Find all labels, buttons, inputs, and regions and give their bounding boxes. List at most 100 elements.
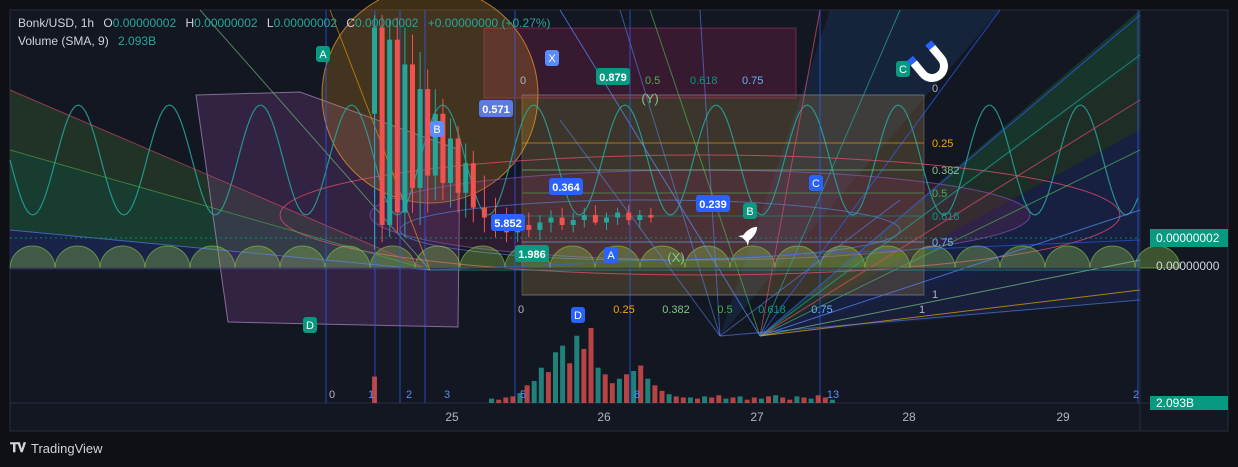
volume-bar [595, 367, 601, 403]
candle-body [402, 64, 408, 213]
fib-level-label: 0.25 [932, 138, 953, 150]
magnet-icon[interactable] [906, 40, 955, 88]
volume-bar [751, 397, 757, 403]
fib-level-label: 0 [520, 75, 526, 87]
volume-bar [730, 397, 736, 403]
value-badge-bg [479, 100, 513, 117]
volume-bar [822, 397, 828, 403]
candle-body [470, 163, 476, 208]
time-axis-pane [10, 403, 1228, 431]
legend-row-ohlc: Bonk/USD, 1h O0.00000002 H0.00000002 L0.… [18, 16, 551, 30]
volume-bar [737, 396, 743, 403]
volume-bar [553, 352, 558, 403]
fib-level-label: 0.618 [932, 211, 960, 223]
volume-bar [723, 398, 729, 403]
fib-level-label: 1 [932, 289, 938, 301]
volume-bar [372, 376, 377, 403]
fib-level-label: 0.25 [613, 304, 634, 316]
wave-label: B [433, 124, 440, 136]
wave-label-bg [316, 46, 330, 62]
volume-bar [702, 396, 708, 403]
volume-bar [808, 398, 814, 403]
volume-bar [624, 374, 629, 403]
volume-bar [560, 345, 566, 403]
value-badge-bg [515, 245, 549, 262]
candle-body [648, 215, 654, 218]
candle-body [410, 64, 415, 188]
fib-level-label: 0 [518, 304, 524, 316]
wave-label: B [746, 206, 753, 218]
volume-bar [766, 396, 771, 403]
candle-body [559, 217, 565, 225]
time-zone-label: 0 [329, 389, 335, 401]
volume-bar [815, 395, 821, 403]
value-badge: 0.239 [699, 199, 727, 211]
tradingview-brand[interactable]: 𝐓𝐕 TradingView [10, 441, 103, 456]
volume-bar [716, 395, 722, 403]
wave-label-bg [896, 61, 910, 77]
rocket-icon [737, 226, 758, 247]
high-label: H [185, 16, 195, 30]
time-zone-label: 1 [368, 389, 374, 401]
volume-bar [780, 397, 786, 403]
time-zone-label: 8 [634, 389, 640, 401]
x-tick-label: 29 [1056, 410, 1070, 424]
volume-bar [496, 399, 502, 403]
candle-body [440, 113, 446, 183]
candle-body [387, 39, 393, 225]
candle-body [394, 39, 400, 213]
volume-bar [574, 335, 580, 403]
value-badge: 0.571 [482, 104, 510, 116]
value-badge: 5.852 [494, 218, 522, 230]
volume-bar [666, 394, 672, 403]
brand-name: TradingView [31, 441, 103, 456]
candle-body [592, 215, 598, 223]
low-label: L [266, 16, 274, 30]
volume-bar [631, 371, 637, 403]
wave-label-bg [545, 50, 559, 66]
legend-row-volume: Volume (SMA, 9) 2.093B [18, 34, 551, 48]
volume-bar [695, 398, 700, 403]
wave-label: (Y) [641, 91, 658, 106]
fib-level-label: 0.5 [717, 304, 732, 316]
fib-level-label: 1 [919, 304, 925, 316]
volume-bar [787, 399, 793, 403]
open-value: 0.00000002 [112, 16, 177, 30]
value-badge-bg [491, 214, 525, 231]
x-tick-label: 26 [597, 410, 611, 424]
volume-bar [829, 399, 835, 403]
symbol-title[interactable]: Bonk/USD, 1h [18, 16, 95, 30]
reference-price-label: 0.00000000 [1156, 259, 1220, 273]
wave-label: A [319, 49, 327, 61]
tradingview-logo-icon: 𝐓𝐕 [10, 441, 26, 456]
candle-body [425, 89, 431, 176]
volume-bar [652, 385, 658, 403]
x-tick-label: 27 [750, 410, 764, 424]
value-badge: 1.986 [518, 249, 546, 261]
wave-label: A [607, 250, 615, 262]
time-zone-label: 13 [827, 389, 839, 401]
change-value: +0.00000000 (+0.27%) [427, 16, 551, 30]
volume-bar [510, 396, 516, 403]
time-zone-label: 2 [1133, 389, 1139, 401]
volume-value: 2.093B [118, 34, 157, 48]
fib-level-label: 0.5 [932, 188, 947, 200]
candle-body [626, 212, 632, 221]
volume-label[interactable]: Volume (SMA, 9) [18, 34, 109, 48]
volume-bar [602, 374, 608, 403]
last-price-tag: 0.00000002 [1150, 229, 1228, 247]
volume-bar [503, 397, 509, 403]
x-tick-label: 28 [902, 410, 916, 424]
value-badge: 0.879 [599, 72, 627, 84]
wave-label: D [574, 310, 582, 322]
candle-body [548, 217, 554, 223]
volume-bar [588, 328, 594, 403]
volume-price-tag: 2.093B [1150, 396, 1228, 410]
value-badge-bg [596, 68, 630, 85]
volume-bar [538, 367, 544, 403]
fib-level-label: 0.75 [811, 304, 832, 316]
volume-bar [638, 365, 644, 403]
candle-body [448, 138, 453, 183]
